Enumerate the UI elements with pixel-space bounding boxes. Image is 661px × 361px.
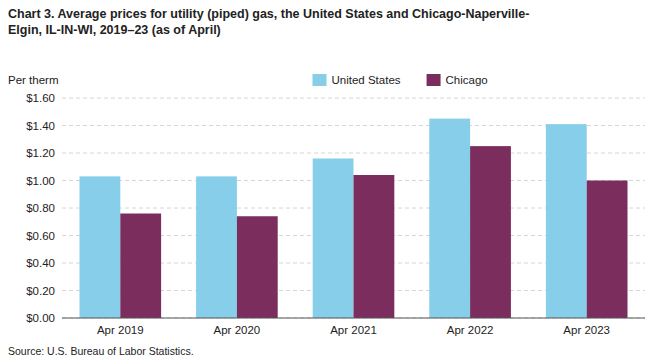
grid-line [62,318,645,319]
x-tick-label: Apr 2020 [214,324,261,336]
legend-swatch [313,74,327,86]
bar [587,181,628,319]
x-tick-label: Apr 2023 [563,324,610,336]
title: Chart 3. Average prices for utility (pip… [8,7,529,37]
legend-item: United States [313,74,401,86]
y-tick-label: $0.80 [26,202,55,214]
bar [237,216,278,318]
legend: United States Chicago [313,74,488,86]
background [0,0,661,361]
y-tick-label: $1.20 [26,147,55,159]
legend-label: Chicago [446,74,488,86]
grid-line [62,98,645,99]
x-tick-label: Apr 2021 [330,324,377,336]
bar [470,146,511,318]
y-tick-label: $0.20 [26,285,55,297]
y-tick-label: $0.60 [26,230,55,242]
title-line: Chart 3. Average prices for utility (pip… [8,7,529,21]
bar [546,124,587,318]
source-note: Source: U.S. Bureau of Labor Statistics. [8,345,194,357]
bar [79,176,120,318]
legend-swatch [427,74,441,86]
bar [196,176,237,318]
grid [62,98,645,318]
y-tick-label: $0.00 [26,312,55,324]
x-tick-label: Apr 2022 [447,324,494,336]
bars [79,119,627,318]
bar [120,214,161,319]
y-tick-label: $1.00 [26,175,55,187]
chart: Chart 3. Average prices for utility (pip… [0,0,661,361]
y-tick-label: $1.40 [26,120,55,132]
bar [313,159,354,319]
x-tick-label: Apr 2019 [97,324,144,336]
bar [354,175,395,318]
title-line: Elgin, IL-IN-WI, 2019–23 (as of April) [8,23,221,37]
legend-item: Chicago [427,74,488,86]
legend-label: United States [332,74,401,86]
bar [429,119,470,318]
y-tick-label: $1.60 [26,92,55,104]
y-tick-label: $0.40 [26,257,55,269]
y-axis-label: Per therm [8,74,59,86]
x-axis-line [62,318,645,319]
